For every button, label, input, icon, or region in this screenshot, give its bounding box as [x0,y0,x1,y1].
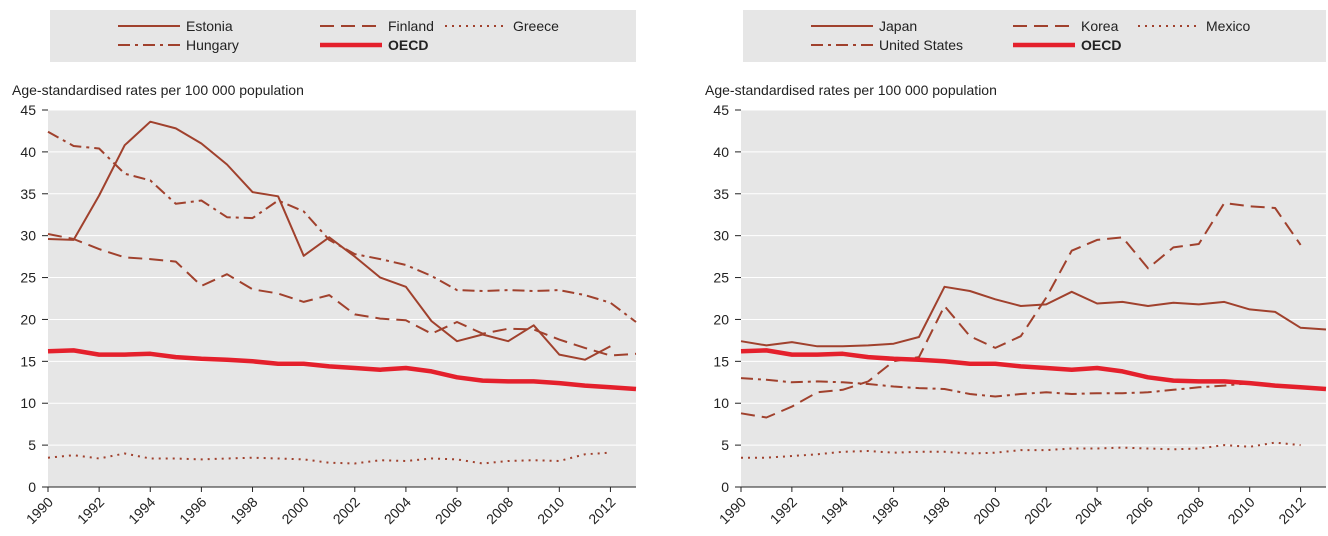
legend-label: OECD [1081,37,1121,53]
series-line [740,377,1250,398]
legend-label: United States [879,37,963,53]
y-tick-label: 45 [20,102,36,118]
series-line [741,441,1301,459]
x-tick-label: 2002 [1021,494,1054,527]
x-tick-label: 1996 [176,494,209,527]
series-line [47,130,637,323]
y-tick-label: 20 [713,311,729,327]
y-tick-label: 25 [20,270,36,286]
x-tick-label: 2006 [1123,494,1156,527]
y-tick-label: 0 [721,479,729,495]
legend-box [50,10,636,62]
x-tick-label: 2012 [1275,494,1308,527]
series-line [47,120,611,361]
x-tick-label: 2008 [483,494,516,527]
x-tick-label: 2008 [1174,494,1207,527]
y-tick-label: 10 [20,395,36,411]
x-tick-label: 2010 [534,494,567,527]
y-tick-label: 40 [20,144,36,160]
legend-label: Japan [879,18,917,34]
y-axis-label: Age-standardised rates per 100 000 popul… [12,82,304,98]
legend-label: Korea [1081,18,1119,34]
x-tick-label: 1996 [868,494,901,527]
x-tick-label: 2000 [278,494,311,527]
x-tick-label: 1990 [23,494,56,527]
legend-label: Mexico [1206,18,1251,34]
legend-label: Estonia [186,18,233,34]
x-tick-label: 1992 [767,494,800,527]
y-axis-label: Age-standardised rates per 100 000 popul… [705,82,997,98]
series-line [740,348,1327,392]
y-tick-label: 30 [713,228,729,244]
x-tick-label: 2012 [585,494,618,527]
y-tick-label: 35 [713,186,729,202]
series-line [47,233,637,357]
y-tick-label: 35 [20,186,36,202]
x-tick-label: 2002 [330,494,363,527]
x-tick-label: 1994 [125,494,158,527]
x-tick-label: 2004 [1072,494,1105,527]
y-tick-label: 5 [28,437,36,453]
x-tick-label: 1998 [919,494,952,527]
x-tick-label: 1994 [818,494,851,527]
x-tick-label: 1990 [716,494,749,527]
y-tick-label: 30 [20,228,36,244]
y-tick-label: 25 [713,270,729,286]
y-tick-label: 45 [713,102,729,118]
legend-label: Finland [388,18,434,34]
legend-box [743,10,1326,62]
y-tick-label: 15 [713,353,729,369]
legend-label: OECD [388,37,428,53]
plot-area [741,110,1326,487]
y-tick-label: 40 [713,144,729,160]
legend-label: Hungary [186,37,239,53]
y-tick-label: 10 [713,395,729,411]
y-tick-label: 5 [721,437,729,453]
y-tick-label: 0 [28,479,36,495]
series-line [740,285,1327,348]
x-tick-label: 1992 [74,494,107,527]
series-line [740,202,1302,419]
x-tick-label: 2010 [1224,494,1257,527]
y-tick-label: 20 [20,311,36,327]
plot-area [48,110,636,487]
y-tick-label: 15 [20,353,36,369]
x-tick-label: 1998 [227,494,260,527]
legend-label: Greece [513,18,559,34]
series-line [47,348,637,392]
x-tick-label: 2006 [432,494,465,527]
x-tick-label: 2000 [970,494,1003,527]
x-tick-label: 2004 [381,494,414,527]
